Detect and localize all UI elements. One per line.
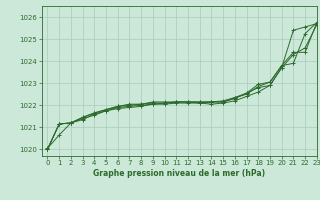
X-axis label: Graphe pression niveau de la mer (hPa): Graphe pression niveau de la mer (hPa) — [93, 169, 265, 178]
